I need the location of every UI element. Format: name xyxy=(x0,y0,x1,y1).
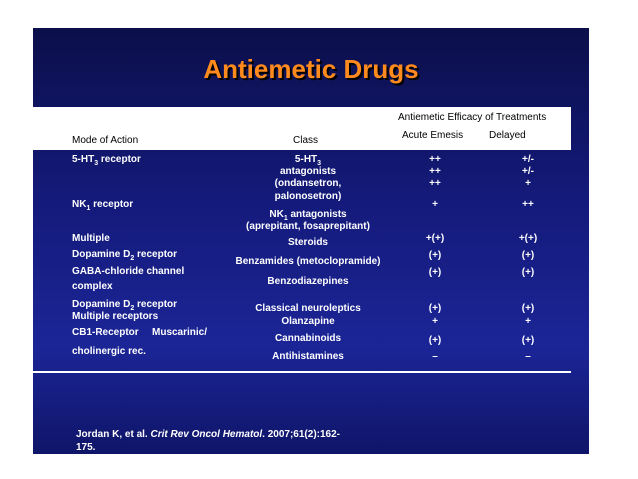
acute-value: ++ xyxy=(429,178,441,189)
col-header-mode: Mode of Action xyxy=(72,135,139,146)
class-cannabinoids: Cannabinoids xyxy=(274,333,342,344)
class-neuroleptics: Classical neuroleptics xyxy=(255,303,361,314)
class-benzodiazepines: Benzodiazepines xyxy=(267,276,349,287)
slide: Antiemetic Drugs xyxy=(33,28,589,454)
mode-row-muscarinic: Muscarinic/ xyxy=(152,327,208,338)
class-steroids: Steroids xyxy=(287,237,328,248)
class-palonosetron: palonosetron) xyxy=(274,191,342,202)
col-header-class: Class xyxy=(293,135,319,146)
mode-row-5ht3: 5-HT3 receptor xyxy=(72,154,141,167)
mode-row-cb1: CB1-Receptor xyxy=(72,327,139,338)
acute-value: ++ xyxy=(429,166,441,177)
class-nk1-antagonists: NK1 antagonists xyxy=(269,209,347,222)
acute-value: (+) xyxy=(428,250,442,261)
delayed-value: +(+) xyxy=(518,233,538,244)
delayed-value: (+) xyxy=(521,267,535,278)
col-header-delayed: Delayed xyxy=(489,130,526,141)
delayed-value: +/- xyxy=(522,154,534,165)
delayed-value: ++ xyxy=(522,199,534,210)
class-aprepitant: (aprepitant, fosaprepitant) xyxy=(246,221,370,232)
class-5ht3: 5-HT3 xyxy=(294,154,322,167)
citation: Jordan K, et al. Crit Rev Oncol Hematol.… xyxy=(76,429,340,453)
delayed-value: (+) xyxy=(521,303,535,314)
acute-value: + xyxy=(432,199,438,210)
mode-row-nk1: NK1 receptor xyxy=(72,199,134,212)
efficacy-group-header: Antiemetic Efficacy of Treatments xyxy=(398,112,547,123)
table-bottom-rule xyxy=(33,371,571,373)
acute-value: (+) xyxy=(428,303,442,314)
acute-value: (+) xyxy=(428,267,442,278)
mode-row-dopamine-2: Dopamine D2 receptor xyxy=(72,299,178,312)
acute-value: ++ xyxy=(429,154,441,165)
mode-row-cholinergic: cholinergic rec. xyxy=(72,346,146,357)
delayed-value: +/- xyxy=(522,166,534,177)
col-header-acute: Acute Emesis xyxy=(402,130,464,141)
acute-value: (+) xyxy=(428,335,442,346)
class-antihistamines: Antihistamines xyxy=(272,351,344,362)
mode-row-multiple-receptors: Multiple receptors xyxy=(72,311,159,322)
acute-value: + xyxy=(432,316,438,327)
mode-row-dopamine: Dopamine D2 receptor xyxy=(72,249,178,262)
table-header xyxy=(33,107,571,150)
delayed-value: + xyxy=(525,316,531,327)
mode-row-gaba-cont: complex xyxy=(72,281,113,292)
class-5ht3-antagonists: antagonists xyxy=(279,166,337,177)
mode-row-gaba: GABA-chloride channel xyxy=(72,266,185,277)
slide-title: Antiemetic Drugs xyxy=(203,54,419,84)
delayed-value: (+) xyxy=(521,335,535,346)
acute-value: +(+) xyxy=(425,233,445,244)
class-benzamides: Benzamides (metoclopramide) xyxy=(235,256,381,267)
acute-value: – xyxy=(432,351,438,362)
delayed-value: + xyxy=(525,178,531,189)
class-olanzapine: Olanzapine xyxy=(281,316,335,327)
class-ondansetron: (ondansetron, xyxy=(274,178,342,189)
delayed-value: (+) xyxy=(521,250,535,261)
mode-row-multiple: Multiple xyxy=(72,233,110,244)
delayed-value: – xyxy=(525,351,531,362)
